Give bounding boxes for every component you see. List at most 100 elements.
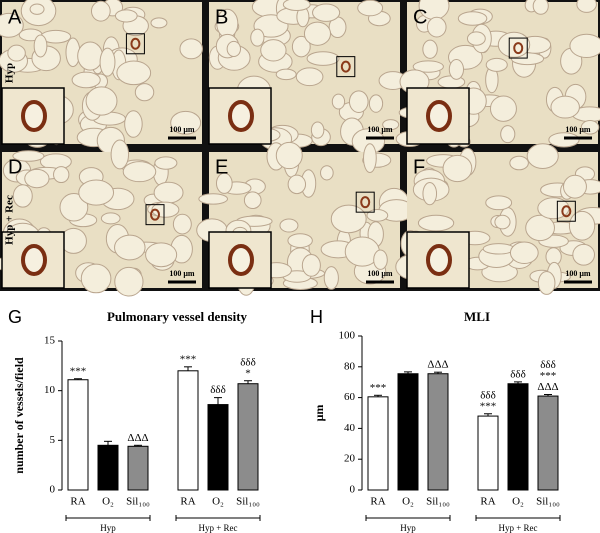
bar <box>367 396 389 491</box>
vessel <box>130 37 141 50</box>
significance-mark: *** <box>540 370 557 382</box>
alveolus <box>29 3 45 15</box>
alveolus <box>568 210 596 241</box>
alveolus <box>576 0 597 13</box>
y-tick-label: 20 <box>344 453 356 465</box>
alveolus <box>323 266 339 290</box>
alveolus <box>537 270 556 295</box>
significance-mark: ΔΔΔ <box>127 432 148 444</box>
alveolus <box>489 95 517 122</box>
bar <box>207 404 229 491</box>
alveolus <box>260 39 287 62</box>
scale-label: 100 μm <box>169 125 195 134</box>
bar <box>427 373 449 491</box>
alveolus <box>312 3 341 22</box>
significance-mark: *** <box>70 365 87 377</box>
alveolus <box>33 34 48 58</box>
alveolus <box>320 165 334 181</box>
y-tick-label: 40 <box>344 422 356 434</box>
x-tick-label: O₂ <box>402 496 414 508</box>
alveolus <box>494 214 511 230</box>
bar <box>237 383 259 491</box>
alveolus <box>134 83 155 102</box>
y-tick-label: 15 <box>44 335 56 347</box>
panel-letter: D <box>8 156 22 178</box>
vessel <box>561 205 572 218</box>
alveolus <box>243 191 262 210</box>
alveolus <box>373 249 388 270</box>
group-label: Hyp <box>100 523 116 533</box>
x-tick-label: RA <box>370 496 385 508</box>
alveolus <box>7 44 26 62</box>
alveolus <box>382 119 400 131</box>
alveolus <box>426 16 447 38</box>
alveolus <box>457 11 488 26</box>
x-tick-label: Sil₁₀₀ <box>236 496 260 508</box>
alveolus <box>110 139 130 170</box>
alveolus <box>59 193 89 222</box>
alveolus <box>497 31 531 58</box>
alveolus <box>198 193 229 205</box>
alveolus <box>179 38 203 60</box>
row-label: Hyp <box>4 63 16 83</box>
x-tick-label: RA <box>480 496 495 508</box>
alveolus <box>71 71 101 89</box>
y-tick-label: 60 <box>344 391 356 403</box>
x-tick-label: Sil₁₀₀ <box>126 496 150 508</box>
micrograph <box>395 143 600 295</box>
significance-mark: *** <box>370 382 387 394</box>
micrograph <box>0 139 202 297</box>
alveolus <box>295 67 324 87</box>
vessel <box>150 208 161 221</box>
vessel-box <box>125 33 145 55</box>
bar <box>397 373 419 491</box>
alveolus <box>485 195 513 211</box>
alveolus <box>0 12 24 38</box>
alveolus <box>275 141 303 170</box>
x-tick-label: O₂ <box>512 496 524 508</box>
panel-letter: G <box>8 307 22 327</box>
scale-label: 100 μm <box>169 269 195 278</box>
significance-mark: δδδ <box>240 356 256 368</box>
vessel-box <box>336 56 356 78</box>
scale-label: 100 μm <box>565 125 591 134</box>
alveolus <box>366 209 389 222</box>
scale-label: 100 μm <box>367 269 393 278</box>
significance-mark: *** <box>180 353 197 365</box>
alveolus <box>509 241 539 264</box>
alveolus <box>114 234 146 261</box>
alveolus <box>569 33 600 59</box>
vessel-box <box>556 200 576 222</box>
x-tick-label: O₂ <box>212 496 224 508</box>
inset-vessel <box>228 244 254 276</box>
alveolus <box>550 95 580 119</box>
alveolus <box>282 0 311 12</box>
alveolus <box>226 40 242 58</box>
alveolus <box>250 28 265 47</box>
alveolus <box>12 150 45 162</box>
inset-vessel <box>426 244 452 276</box>
alveolus <box>509 155 529 171</box>
inset-vessel <box>21 244 47 276</box>
significance-mark: ΔΔΔ <box>427 359 448 371</box>
alveolus <box>24 168 50 189</box>
micrograph <box>208 0 408 155</box>
y-axis-label: number of vessels/field <box>12 357 26 474</box>
alveolus <box>363 143 377 173</box>
alveolus <box>153 181 184 204</box>
alveolus <box>572 243 596 266</box>
bar <box>97 444 119 491</box>
alveolus <box>417 214 455 232</box>
alveolus <box>122 161 157 183</box>
row-label: Hyp + Rec <box>4 195 16 245</box>
alveolus <box>114 9 138 23</box>
alveolus <box>442 154 473 183</box>
inset-vessel <box>426 100 452 132</box>
alveolus <box>526 143 559 170</box>
bar <box>507 383 529 491</box>
alveolus <box>310 121 325 139</box>
alveolus <box>85 86 118 116</box>
scale-label: 100 μm <box>367 125 393 134</box>
